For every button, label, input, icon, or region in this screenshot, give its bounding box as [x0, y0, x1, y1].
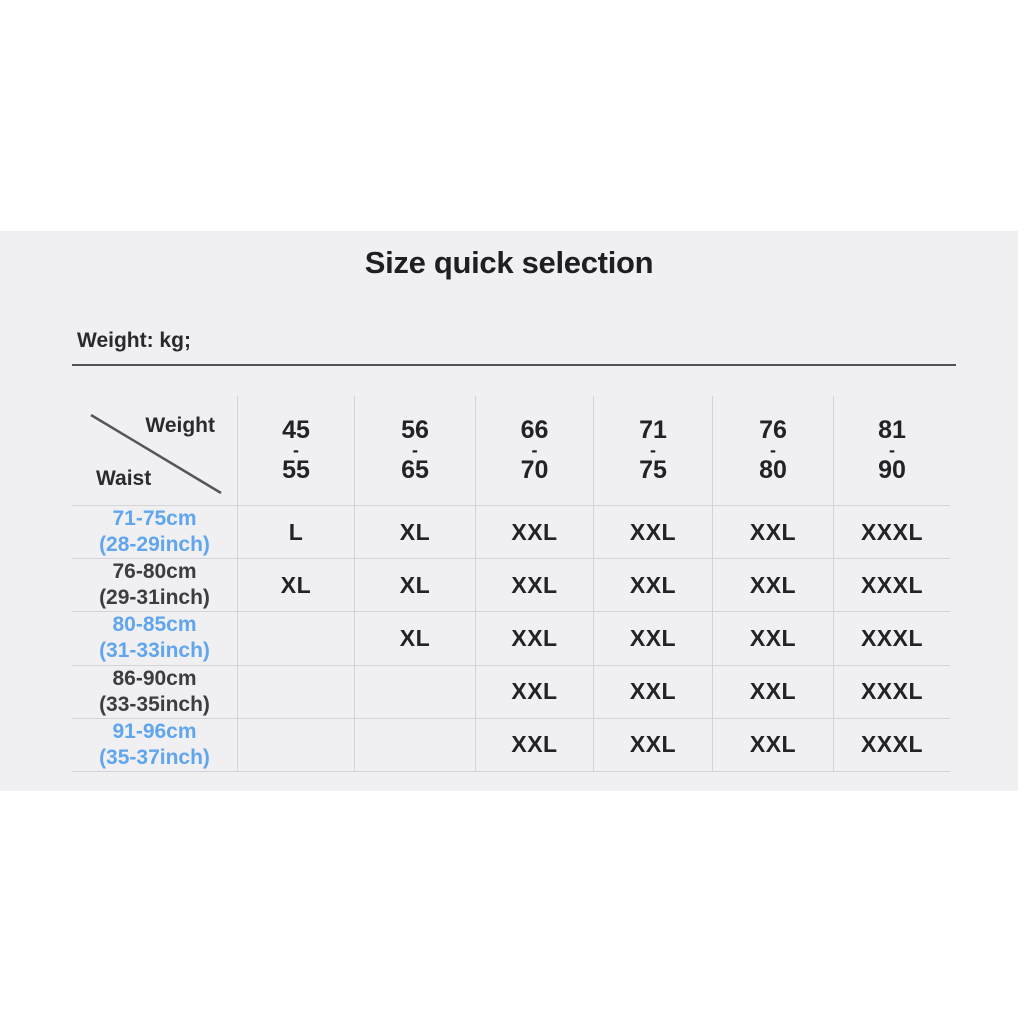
waist-cm: 91-96cm: [112, 719, 197, 743]
waist-row-label: 91-96cm (35-37inch): [72, 719, 237, 772]
size-cell: XXL: [712, 665, 833, 719]
size-cell: L: [237, 506, 354, 560]
divider-line: [72, 364, 956, 366]
waist-cm: 71-75cm: [112, 507, 197, 531]
size-cell: XXL: [593, 506, 712, 560]
weight-column-header: 66-70: [475, 396, 593, 506]
waist-row-label: 71-75cm (28-29inch): [72, 506, 237, 560]
corner-label-waist: Waist: [96, 467, 152, 490]
size-cell: [354, 718, 475, 772]
size-cell: XXXL: [833, 506, 950, 560]
size-cell: XL: [354, 612, 475, 666]
weight-to: 75: [639, 456, 667, 484]
weight-from: 71: [639, 416, 667, 444]
size-cell: XL: [237, 559, 354, 613]
size-chart-panel: Size quick selection Weight: kg; Weight …: [0, 231, 1018, 791]
range-dash: -: [650, 440, 656, 460]
size-cell: XXXL: [833, 559, 950, 613]
size-cell: XXL: [593, 718, 712, 772]
size-cell: XL: [354, 559, 475, 613]
page-title: Size quick selection: [364, 245, 654, 280]
waist-row-label: 76-80cm (29-31inch): [72, 559, 237, 613]
weight-unit-note: Weight: kg;: [77, 329, 191, 352]
size-cell: XXL: [475, 612, 593, 666]
diagonal-line: [90, 413, 222, 495]
weight-to: 65: [401, 456, 429, 484]
weight-column-header: 56-65: [354, 396, 475, 506]
size-cell: XXL: [712, 718, 833, 772]
size-cell: XXXL: [833, 665, 950, 719]
size-cell: XL: [354, 506, 475, 560]
waist-inch: (31-33inch): [99, 639, 210, 663]
size-table: Weight Waist 45-55 56-65 66-70 71-75 76-80 81…: [72, 396, 950, 772]
weight-column-header: 45-55: [237, 396, 354, 506]
size-cell: [237, 718, 354, 772]
waist-row-label: 86-90cm (33-35inch): [72, 666, 237, 719]
weight-from: 81: [878, 416, 906, 444]
weight-to: 70: [520, 456, 549, 484]
waist-inch: (33-35inch): [99, 692, 210, 716]
size-cell: XXL: [475, 559, 593, 613]
size-cell: [237, 665, 354, 719]
range-dash: -: [293, 440, 299, 460]
size-cell: [237, 612, 354, 666]
waist-cm: 86-90cm: [112, 666, 197, 690]
weight-column-header: 71-75: [593, 396, 712, 506]
size-cell: XXL: [593, 665, 712, 719]
corner-label-weight: Weight: [145, 414, 215, 437]
weight-from: 45: [282, 416, 310, 444]
size-cell: XXL: [475, 506, 593, 560]
waist-cm: 80-85cm: [112, 613, 197, 637]
waist-cm: 76-80cm: [112, 560, 197, 584]
size-cell: XXL: [475, 665, 593, 719]
waist-row-label: 80-85cm (31-33inch): [72, 612, 237, 666]
size-cell: XXL: [593, 559, 712, 613]
weight-to: 80: [759, 456, 787, 484]
size-cell: XXL: [712, 612, 833, 666]
waist-inch: (28-29inch): [99, 533, 210, 557]
range-dash: -: [412, 440, 418, 460]
range-dash: -: [770, 440, 776, 460]
size-cell: [354, 665, 475, 719]
weight-column-header: 76-80: [712, 396, 833, 506]
size-cell: XXL: [593, 612, 712, 666]
range-dash: -: [531, 440, 538, 460]
weight-to: 55: [282, 456, 310, 484]
range-dash: -: [889, 440, 895, 460]
waist-inch: (35-37inch): [99, 745, 210, 769]
weight-from: 76: [759, 416, 787, 444]
weight-to: 90: [878, 456, 906, 484]
size-cell: XXL: [712, 559, 833, 613]
waist-inch: (29-31inch): [99, 586, 210, 610]
size-cell: XXXL: [833, 718, 950, 772]
size-cell: XXL: [475, 718, 593, 772]
weight-column-header: 81-90: [833, 396, 950, 506]
size-cell: XXL: [712, 506, 833, 560]
corner-cell: Weight Waist: [72, 396, 237, 506]
weight-from: 56: [401, 416, 429, 444]
weight-from: 66: [520, 416, 549, 444]
size-cell: XXXL: [833, 612, 950, 666]
